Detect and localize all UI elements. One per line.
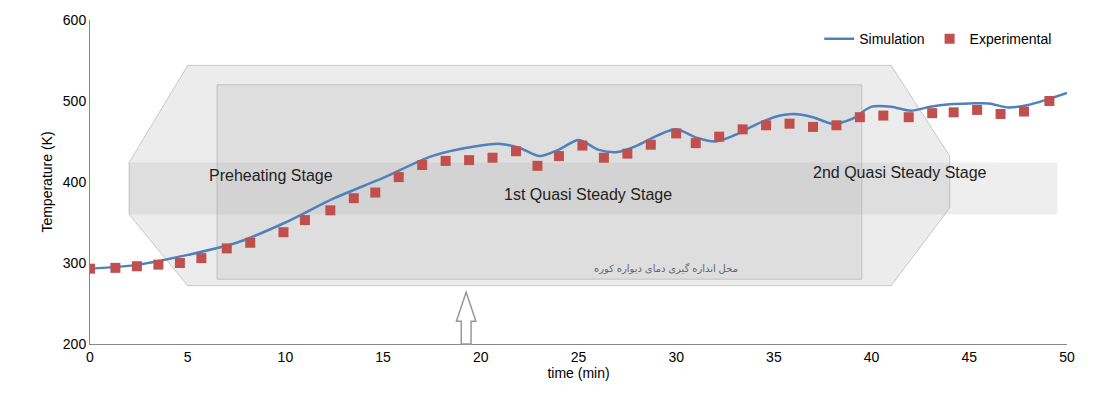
svg-text:time (min): time (min) xyxy=(547,365,609,381)
svg-text:0: 0 xyxy=(86,349,94,365)
svg-text:300: 300 xyxy=(63,255,87,271)
svg-text:25: 25 xyxy=(571,349,587,365)
svg-text:1st Quasi Steady Stage: 1st Quasi Steady Stage xyxy=(504,186,672,203)
svg-text:30: 30 xyxy=(668,349,684,365)
svg-text:Temperature (K): Temperature (K) xyxy=(39,131,55,232)
svg-text:5: 5 xyxy=(184,349,192,365)
svg-text:Preheating Stage: Preheating Stage xyxy=(209,167,333,184)
svg-text:500: 500 xyxy=(63,93,87,109)
svg-text:Experimental: Experimental xyxy=(970,31,1052,47)
svg-text:200: 200 xyxy=(63,336,87,352)
svg-text:Simulation: Simulation xyxy=(859,31,924,47)
svg-text:2nd Quasi Steady Stage: 2nd Quasi Steady Stage xyxy=(813,164,987,181)
svg-text:600: 600 xyxy=(63,12,87,28)
svg-text:35: 35 xyxy=(766,349,782,365)
svg-text:20: 20 xyxy=(473,349,489,365)
svg-text:محل اندازه گیری دمای دیواره کو: محل اندازه گیری دمای دیواره کوره xyxy=(594,263,738,274)
svg-text:40: 40 xyxy=(864,349,880,365)
svg-text:15: 15 xyxy=(375,349,391,365)
svg-text:50: 50 xyxy=(1059,349,1075,365)
svg-text:45: 45 xyxy=(962,349,978,365)
svg-text:400: 400 xyxy=(63,174,87,190)
svg-text:10: 10 xyxy=(278,349,294,365)
